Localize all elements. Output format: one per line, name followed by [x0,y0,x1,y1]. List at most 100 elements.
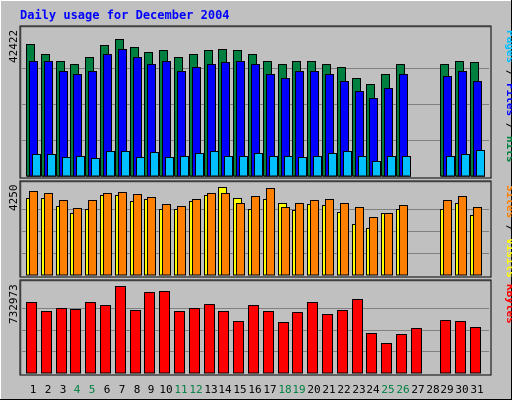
bar-sites-day-24 [369,217,378,276]
chart-title: Daily usage for December 2004 [20,8,230,22]
x-tick-label: 1 [30,383,37,396]
x-tick-label: 11 [174,383,187,396]
x-tick-label: 3 [60,383,67,396]
x-tick-label: 25 [381,383,394,396]
x-tick-label: 27 [411,383,424,396]
bar-kbytes-day-26 [396,334,407,374]
bar-pages-day-30 [461,154,470,177]
bar-sites-day-15 [236,203,245,276]
bar-kbytes-day-31 [470,327,481,374]
bar-sites-day-1 [29,191,38,276]
bar-pages-day-4 [76,156,85,177]
bar-sites-day-30 [458,196,467,276]
bar-pages-day-26 [402,156,411,177]
x-tick-label: 24 [366,383,380,396]
y-max-label: 4250 [7,185,20,212]
bar-pages-day-3 [62,157,71,177]
x-tick-label: 5 [89,383,96,396]
x-tick-label: 19 [292,383,305,396]
x-tick-label: 10 [159,383,172,396]
bar-pages-day-16 [254,153,263,177]
x-tick-label: 18 [278,383,291,396]
bar-kbytes-day-2 [41,311,52,374]
bar-kbytes-day-30 [455,321,466,374]
bar-kbytes-day-11 [174,311,185,374]
bar-sites-day-29 [443,200,452,276]
bar-kbytes-day-7 [115,286,126,374]
bar-kbytes-day-18 [278,322,289,374]
x-tick-label: 9 [148,383,155,396]
bar-kbytes-day-1 [26,302,37,374]
x-tick-label: 6 [104,383,111,396]
y-max-label: 732973 [7,284,20,324]
bar-kbytes-day-8 [130,310,141,374]
bar-sites-day-25 [384,213,393,276]
x-tick-label: 30 [455,383,468,396]
bar-pages-day-2 [47,154,56,177]
bar-kbytes-day-16 [248,305,259,374]
bar-sites-day-17 [266,188,275,276]
bar-pages-day-11 [180,156,189,177]
bar-kbytes-day-15 [233,321,244,374]
bar-kbytes-day-22 [337,310,348,374]
bar-kbytes-day-4 [70,309,81,374]
bar-pages-day-22 [343,151,352,177]
x-tick-label: 31 [470,383,483,396]
bar-kbytes-day-6 [100,305,111,374]
bar-pages-day-13 [210,151,219,177]
x-tick-label: 13 [204,383,217,396]
x-tick-label: 8 [134,383,141,396]
bar-sites-day-6 [103,193,112,276]
bar-kbytes-day-10 [159,291,170,374]
panel-sites-visits: 4250 Sites / Visits [7,180,512,278]
bar-pages-day-18 [284,156,293,177]
bar-pages-day-25 [387,156,396,177]
bar-kbytes-day-29 [440,320,451,374]
bar-kbytes-day-21 [322,314,333,374]
bar-pages-day-1 [32,154,41,177]
bar-pages-day-12 [195,153,204,177]
bar-sites-day-11 [177,206,186,276]
bar-sites-day-18 [281,207,290,276]
bar-sites-day-7 [118,192,127,276]
x-tick-label: 29 [440,383,453,396]
x-axis-day-labels: 1 2 3 4 5 6 7 8 9 10 11 12 13 14 15 16 17 18 19 20 21 22 23 24 2… [30,383,484,396]
bar-kbytes-day-13 [204,304,215,374]
bar-kbytes-day-24 [366,333,377,374]
bar-kbytes-day-25 [381,343,392,374]
y-max-label: 42422 [7,30,20,63]
x-tick-label: 23 [352,383,365,396]
x-tick-label: 21 [322,383,335,396]
bar-pages-day-17 [269,156,278,177]
x-tick-label: 15 [233,383,246,396]
bar-pages-day-8 [136,157,145,177]
x-tick-label: 7 [119,383,126,396]
bar-pages-day-29 [446,156,455,177]
x-tick-label: 12 [189,383,202,396]
x-tick-label: 17 [263,383,276,396]
bar-sites-day-2 [44,193,53,276]
bar-sites-day-5 [88,200,97,276]
bar-pages-day-21 [328,153,337,177]
bar-kbytes-day-14 [218,311,229,374]
bar-sites-day-9 [147,197,156,276]
bar-sites-day-19 [295,203,304,276]
bar-sites-day-13 [207,193,216,276]
x-tick-label: 22 [337,383,350,396]
x-tick-label: 16 [248,383,261,396]
bar-sites-day-16 [251,196,260,276]
bar-sites-day-12 [192,199,201,276]
bar-sites-day-31 [473,207,482,276]
bar-sites-day-22 [340,203,349,276]
bar-pages-day-5 [91,158,100,177]
bar-sites-day-26 [399,205,408,276]
x-tick-label: 26 [396,383,409,396]
bar-pages-day-10 [165,157,174,177]
bar-kbytes-day-27 [411,328,422,374]
bar-pages-day-9 [150,152,159,177]
bar-pages-day-24 [372,161,381,177]
bar-sites-day-3 [59,200,68,276]
bar-sites-day-23 [355,207,364,276]
bar-pages-day-14 [224,156,233,177]
